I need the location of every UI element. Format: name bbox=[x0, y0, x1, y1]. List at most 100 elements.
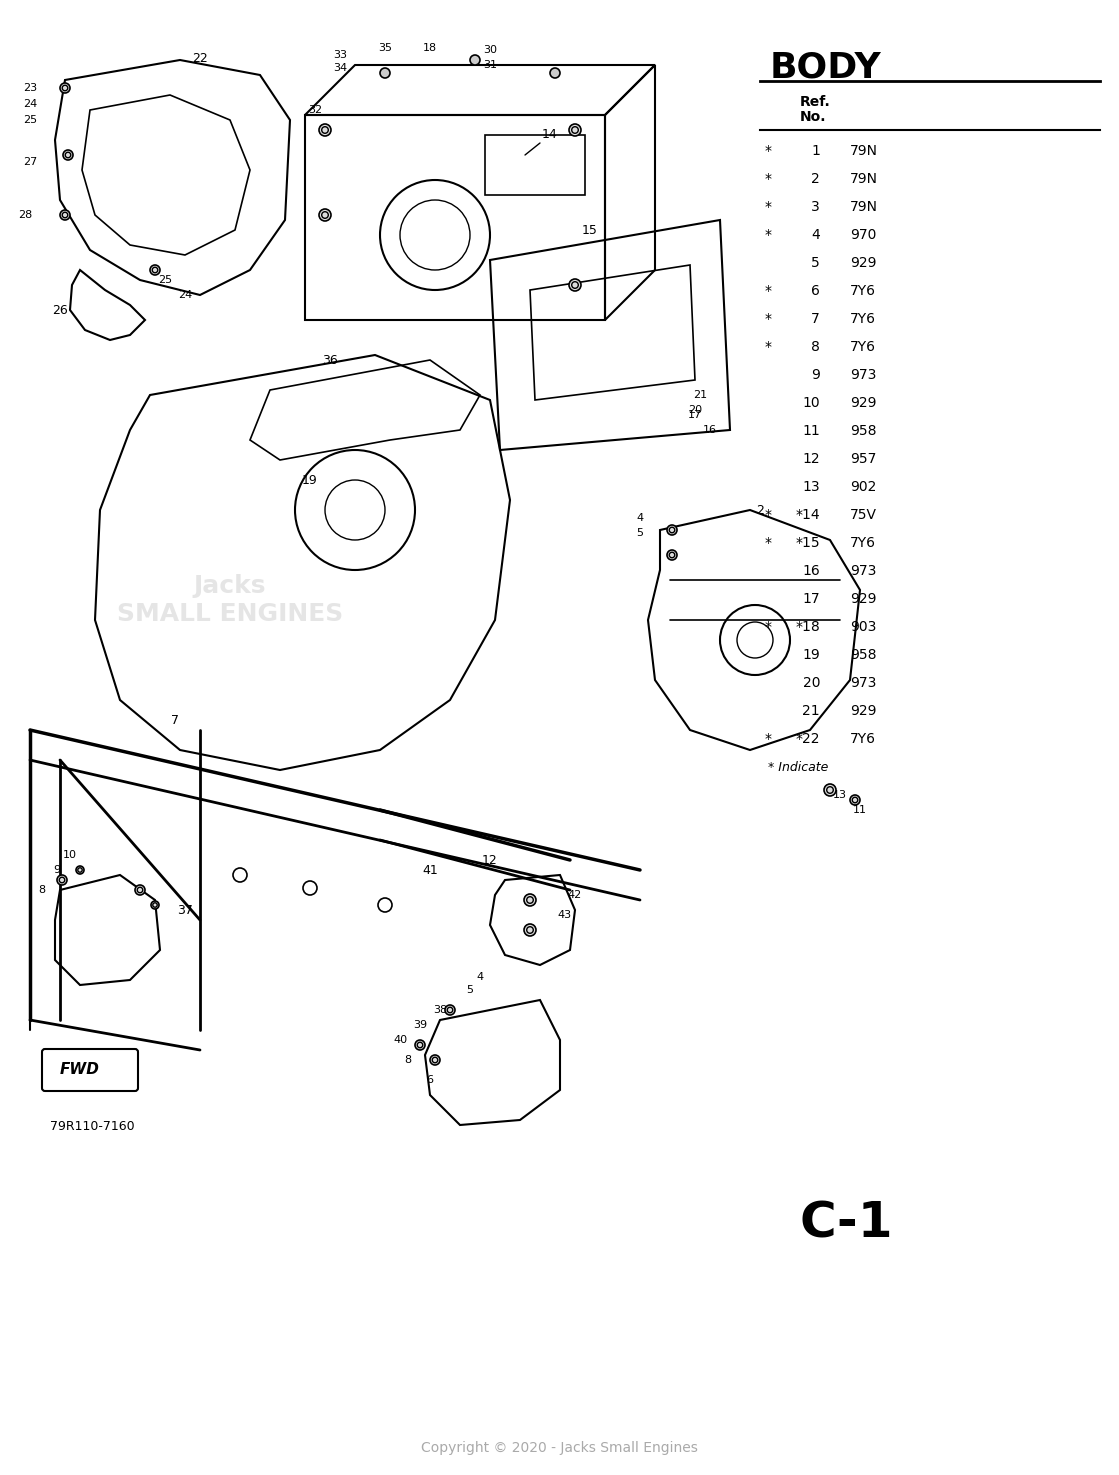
Text: 8: 8 bbox=[404, 1055, 412, 1065]
Text: 7Y6: 7Y6 bbox=[850, 535, 876, 550]
Text: 9: 9 bbox=[811, 367, 820, 382]
Text: Jacks
SMALL ENGINES: Jacks SMALL ENGINES bbox=[116, 574, 344, 625]
Text: *: * bbox=[764, 620, 771, 634]
Text: 27: 27 bbox=[22, 156, 37, 167]
Text: 17: 17 bbox=[802, 591, 820, 606]
Text: 973: 973 bbox=[850, 367, 876, 382]
Text: 5: 5 bbox=[467, 985, 473, 996]
Text: *: * bbox=[764, 145, 771, 158]
Text: * Indicate: * Indicate bbox=[768, 761, 828, 774]
Text: Ref.: Ref. bbox=[800, 94, 830, 109]
Text: 75V: 75V bbox=[850, 507, 877, 522]
Text: C-1: C-1 bbox=[800, 1201, 894, 1248]
Text: FWD: FWD bbox=[60, 1062, 100, 1078]
Text: 973: 973 bbox=[850, 676, 876, 690]
Text: 35: 35 bbox=[378, 43, 392, 53]
Text: 14: 14 bbox=[542, 128, 558, 142]
Text: 25: 25 bbox=[158, 274, 172, 285]
Text: 4: 4 bbox=[811, 229, 820, 242]
Circle shape bbox=[60, 83, 70, 93]
Circle shape bbox=[568, 279, 581, 291]
Circle shape bbox=[76, 866, 84, 875]
Text: *15: *15 bbox=[796, 535, 820, 550]
Text: No.: No. bbox=[800, 111, 827, 124]
Text: 79N: 79N bbox=[850, 173, 878, 186]
Text: 33: 33 bbox=[333, 50, 347, 60]
Text: 26: 26 bbox=[53, 304, 68, 317]
Text: 17: 17 bbox=[688, 410, 702, 420]
Text: 16: 16 bbox=[703, 425, 717, 435]
Text: 20: 20 bbox=[802, 676, 820, 690]
Circle shape bbox=[470, 55, 480, 65]
Text: *14: *14 bbox=[796, 507, 820, 522]
Text: 23: 23 bbox=[22, 83, 37, 93]
Text: 5: 5 bbox=[811, 257, 820, 270]
Text: 22: 22 bbox=[192, 52, 208, 65]
Text: 1: 1 bbox=[811, 145, 820, 158]
Text: 4: 4 bbox=[477, 972, 483, 982]
Text: *: * bbox=[764, 229, 771, 242]
Text: 929: 929 bbox=[850, 704, 876, 718]
Text: 2: 2 bbox=[811, 173, 820, 186]
Text: 9: 9 bbox=[54, 864, 60, 875]
Circle shape bbox=[150, 266, 160, 274]
Text: 38: 38 bbox=[433, 1004, 448, 1015]
Text: 970: 970 bbox=[850, 229, 876, 242]
Text: 16: 16 bbox=[802, 563, 820, 578]
Text: 79N: 79N bbox=[850, 145, 878, 158]
Text: 7: 7 bbox=[811, 313, 820, 326]
Text: 79R110-7160: 79R110-7160 bbox=[50, 1120, 134, 1133]
Text: 13: 13 bbox=[833, 791, 847, 799]
Text: 10: 10 bbox=[63, 850, 77, 860]
Text: Copyright © 2020 - Jacks Small Engines: Copyright © 2020 - Jacks Small Engines bbox=[421, 1441, 697, 1454]
Text: 18: 18 bbox=[423, 43, 438, 53]
Text: 39: 39 bbox=[413, 1021, 427, 1030]
Text: 958: 958 bbox=[850, 648, 876, 662]
Text: 12: 12 bbox=[482, 854, 498, 866]
Text: 79N: 79N bbox=[850, 201, 878, 214]
Circle shape bbox=[850, 795, 861, 805]
Text: 42: 42 bbox=[567, 889, 582, 900]
Text: 8: 8 bbox=[38, 885, 46, 895]
Text: 7Y6: 7Y6 bbox=[850, 732, 876, 746]
Text: *: * bbox=[764, 341, 771, 354]
Circle shape bbox=[445, 1004, 455, 1015]
Text: 25: 25 bbox=[22, 115, 37, 125]
Text: 15: 15 bbox=[582, 224, 598, 236]
Text: *18: *18 bbox=[796, 620, 820, 634]
Text: 32: 32 bbox=[308, 105, 322, 115]
Text: *: * bbox=[764, 535, 771, 550]
Text: 957: 957 bbox=[850, 451, 876, 466]
Text: 929: 929 bbox=[850, 591, 876, 606]
Text: 7Y6: 7Y6 bbox=[850, 313, 876, 326]
Text: *22: *22 bbox=[796, 732, 820, 746]
Circle shape bbox=[551, 68, 560, 78]
Circle shape bbox=[57, 875, 67, 885]
Text: 5: 5 bbox=[637, 528, 643, 538]
Text: 6: 6 bbox=[811, 285, 820, 298]
Text: 8: 8 bbox=[811, 341, 820, 354]
Text: 24: 24 bbox=[22, 99, 37, 109]
Circle shape bbox=[568, 124, 581, 136]
Circle shape bbox=[824, 785, 836, 796]
Text: 19: 19 bbox=[802, 648, 820, 662]
Text: 6: 6 bbox=[426, 1075, 433, 1086]
Text: 973: 973 bbox=[850, 563, 876, 578]
Text: *: * bbox=[764, 173, 771, 186]
Text: 3: 3 bbox=[811, 201, 820, 214]
Circle shape bbox=[151, 901, 159, 909]
Text: *: * bbox=[764, 313, 771, 326]
Text: 958: 958 bbox=[850, 423, 876, 438]
Text: *: * bbox=[764, 507, 771, 522]
Text: 929: 929 bbox=[850, 257, 876, 270]
Text: 31: 31 bbox=[483, 60, 497, 69]
Circle shape bbox=[135, 885, 145, 895]
Circle shape bbox=[415, 1040, 425, 1050]
Text: 4: 4 bbox=[637, 513, 643, 524]
Circle shape bbox=[667, 550, 677, 560]
Circle shape bbox=[430, 1055, 440, 1065]
Text: 40: 40 bbox=[393, 1035, 407, 1044]
Text: 41: 41 bbox=[422, 863, 438, 876]
Text: 19: 19 bbox=[302, 473, 318, 487]
Text: *: * bbox=[764, 285, 771, 298]
